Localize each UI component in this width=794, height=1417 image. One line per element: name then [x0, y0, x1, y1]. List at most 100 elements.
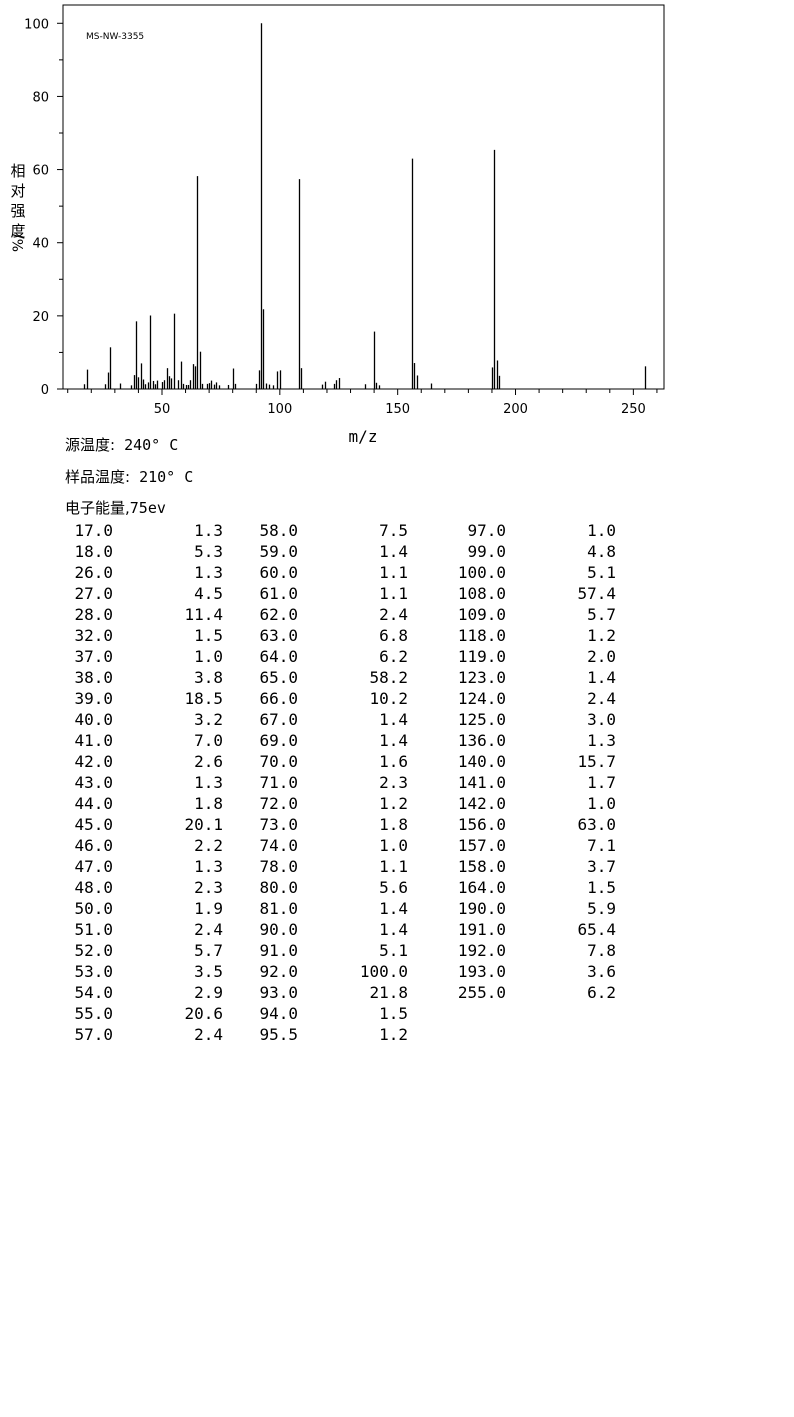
- table-mz-cell: 41.0: [74, 731, 113, 750]
- table-intensity-cell: 1.4: [587, 668, 616, 687]
- table-intensity-cell: 1.8: [194, 794, 223, 813]
- table-mz-cell: 136.0: [457, 731, 506, 750]
- table-intensity-cell: 58.2: [369, 668, 408, 687]
- table-intensity-cell: 1.5: [587, 878, 616, 897]
- table-intensity-cell: 1.8: [379, 815, 408, 834]
- x-tick-label: 100: [267, 402, 292, 417]
- table-mz-cell: 59.0: [259, 542, 298, 561]
- table-mz-cell: 97.0: [467, 521, 506, 540]
- table-mz-cell: 28.0: [74, 605, 113, 624]
- table-intensity-cell: 10.2: [369, 689, 408, 708]
- table-intensity-cell: 2.3: [194, 878, 223, 897]
- table-intensity-cell: 57.4: [577, 584, 616, 603]
- table-mz-cell: 74.0: [259, 836, 298, 855]
- table-intensity-cell: 5.1: [587, 563, 616, 582]
- table-intensity-cell: 5.1: [379, 941, 408, 960]
- table-intensity-cell: 1.2: [379, 1025, 408, 1044]
- table-intensity-cell: 1.3: [587, 731, 616, 750]
- table-intensity-cell: 1.3: [194, 857, 223, 876]
- table-intensity-cell: 1.5: [379, 1004, 408, 1023]
- table-mz-cell: 38.0: [74, 668, 113, 687]
- table-mz-cell: 95.5: [259, 1025, 298, 1044]
- table-intensity-cell: 3.6: [587, 962, 616, 981]
- table-mz-cell: 124.0: [457, 689, 506, 708]
- y-tick-label: 100: [24, 17, 49, 32]
- table-intensity-cell: 2.4: [194, 1025, 223, 1044]
- x-tick-label: 50: [154, 402, 171, 417]
- table-intensity-cell: 15.7: [577, 752, 616, 771]
- y-axis-label-char: 相: [10, 162, 25, 180]
- table-intensity-cell: 1.0: [587, 794, 616, 813]
- table-mz-cell: 164.0: [457, 878, 506, 897]
- table-intensity-cell: 1.4: [379, 899, 408, 918]
- sample-temperature-label: 样品温度:: [65, 468, 131, 486]
- y-axis-label-char: 强: [10, 202, 25, 220]
- table-mz-cell: 43.0: [74, 773, 113, 792]
- table-mz-cell: 26.0: [74, 563, 113, 582]
- sample-temperature: 样品温度: 210° C: [65, 466, 193, 487]
- table-intensity-cell: 21.8: [369, 983, 408, 1002]
- table-mz-cell: 93.0: [259, 983, 298, 1002]
- y-axis-unit: %/: [11, 234, 27, 252]
- table-mz-cell: 66.0: [259, 689, 298, 708]
- table-mz-cell: 53.0: [74, 962, 113, 981]
- table-intensity-cell: 1.1: [379, 857, 408, 876]
- x-axis-ticks: 50 100 150 200 250: [67, 389, 658, 417]
- table-intensity-cell: 1.3: [194, 563, 223, 582]
- table-mz-cell: 99.0: [467, 542, 506, 561]
- y-tick-label: 40: [32, 237, 49, 252]
- table-intensity-cell: 63.0: [577, 815, 616, 834]
- table-mz-cell: 18.0: [74, 542, 113, 561]
- y-tick-label: 60: [32, 164, 49, 179]
- table-mz-cell: 40.0: [74, 710, 113, 729]
- table-intensity-cell: 20.6: [184, 1004, 223, 1023]
- table-intensity-cell: 2.4: [587, 689, 616, 708]
- table-intensity-cell: 1.4: [379, 731, 408, 750]
- table-intensity-cell: 1.7: [587, 773, 616, 792]
- table-intensity-cell: 2.0: [587, 647, 616, 666]
- table-mz-cell: 65.0: [259, 668, 298, 687]
- table-mz-cell: 47.0: [74, 857, 113, 876]
- table-mz-cell: 50.0: [74, 899, 113, 918]
- spectrum-peaks: [83, 23, 647, 389]
- table-intensity-cell: 2.6: [194, 752, 223, 771]
- table-intensity-cell: 7.8: [587, 941, 616, 960]
- electron-energy-value: 75ev: [129, 499, 166, 517]
- table-mz-cell: 255.0: [457, 983, 506, 1002]
- table-intensity-cell: 3.0: [587, 710, 616, 729]
- table-intensity-cell: 4.5: [194, 584, 223, 603]
- table-intensity-cell: 1.6: [379, 752, 408, 771]
- table-mz-cell: 92.0: [259, 962, 298, 981]
- plot-frame: [62, 4, 665, 390]
- table-mz-cell: 192.0: [457, 941, 506, 960]
- table-intensity-cell: 6.2: [587, 983, 616, 1002]
- table-mz-cell: 190.0: [457, 899, 506, 918]
- table-mz-cell: 193.0: [457, 962, 506, 981]
- source-temperature-value: 240° C: [124, 436, 179, 454]
- table-intensity-cell: 1.0: [587, 521, 616, 540]
- table-mz-cell: 109.0: [457, 605, 506, 624]
- y-tick-label: 0: [41, 383, 49, 398]
- table-mz-cell: 70.0: [259, 752, 298, 771]
- table-mz-cell: 46.0: [74, 836, 113, 855]
- electron-energy: 电子能量,75ev: [65, 497, 166, 518]
- table-mz-cell: 60.0: [259, 563, 298, 582]
- table-mz-cell: 42.0: [74, 752, 113, 771]
- table-intensity-cell: 1.2: [587, 626, 616, 645]
- y-tick-label: 20: [32, 310, 49, 325]
- table-intensity-cell: 11.4: [184, 605, 223, 624]
- table-mz-cell: 140.0: [457, 752, 506, 771]
- table-mz-cell: 80.0: [259, 878, 298, 897]
- table-intensity-cell: 1.3: [194, 521, 223, 540]
- table-mz-cell: 158.0: [457, 857, 506, 876]
- table-intensity-cell: 1.4: [379, 710, 408, 729]
- x-axis-label: m/z: [349, 427, 378, 446]
- table-intensity-cell: 3.5: [194, 962, 223, 981]
- table-mz-cell: 78.0: [259, 857, 298, 876]
- table-intensity-cell: 7.0: [194, 731, 223, 750]
- table-mz-cell: 48.0: [74, 878, 113, 897]
- table-mz-cell: 69.0: [259, 731, 298, 750]
- table-mz-cell: 62.0: [259, 605, 298, 624]
